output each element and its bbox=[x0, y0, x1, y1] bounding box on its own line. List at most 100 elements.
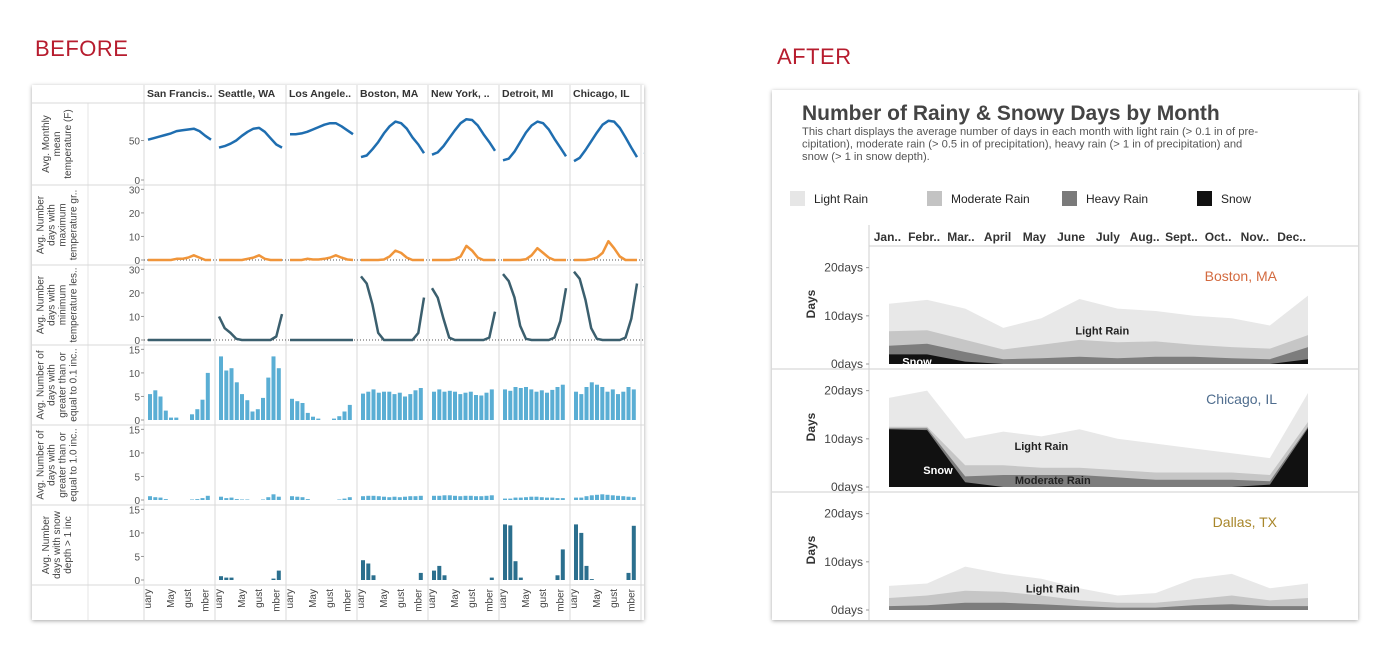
legend-swatch bbox=[1062, 191, 1077, 206]
chart-title: Number of Rainy & Snowy Days by Month bbox=[802, 102, 1220, 125]
bar-mark bbox=[366, 391, 371, 420]
y-tick-label: 0 bbox=[134, 256, 140, 267]
bar-mark bbox=[261, 499, 265, 500]
bar-mark bbox=[442, 391, 447, 420]
series-line bbox=[290, 121, 354, 136]
month-tick-label: gust bbox=[183, 589, 194, 608]
legend-label: Light Rain bbox=[814, 192, 868, 206]
bar-mark bbox=[616, 495, 620, 500]
bar-mark bbox=[418, 572, 423, 580]
bar-mark bbox=[489, 577, 494, 580]
month-tick-label: uary bbox=[498, 589, 509, 608]
bar-mark bbox=[271, 578, 276, 580]
before-chart-card: San Francis.. Seattle, WA Los Angele.. Bost… bbox=[32, 85, 644, 620]
bar-mark bbox=[589, 579, 594, 580]
area-annotation: Light Rain bbox=[1015, 441, 1069, 453]
bar-mark bbox=[250, 411, 255, 420]
bar-mark bbox=[529, 496, 534, 500]
bar-mark bbox=[503, 389, 507, 420]
bar-mark bbox=[158, 497, 163, 500]
bar-mark bbox=[489, 389, 494, 420]
bar-mark bbox=[447, 390, 452, 420]
row-label-line: Avg. Number of bbox=[36, 430, 47, 500]
bar-mark bbox=[513, 561, 518, 580]
month-label: Nov.. bbox=[1241, 230, 1269, 244]
y-tick-label: 20 bbox=[129, 209, 141, 220]
panel-city-label: Dallas, TX bbox=[1213, 514, 1278, 530]
row-label-line: minimum bbox=[58, 285, 69, 326]
bar-mark bbox=[579, 394, 584, 420]
month-tick-label: mber bbox=[484, 588, 495, 611]
bar-mark bbox=[361, 560, 365, 580]
bar-mark bbox=[484, 495, 489, 500]
bar-mark bbox=[447, 495, 452, 500]
series-line bbox=[573, 270, 639, 342]
row-label: Avg. Monthlymeantemperature (F) bbox=[41, 109, 74, 178]
month-tick-label: May bbox=[237, 589, 248, 608]
bar-mark bbox=[489, 495, 494, 500]
month-tick-label: uary bbox=[427, 589, 438, 608]
bar-mark bbox=[579, 497, 584, 500]
series-line bbox=[361, 249, 424, 262]
area-moderate bbox=[889, 422, 1308, 487]
bar-mark bbox=[574, 391, 578, 420]
bar-mark bbox=[195, 409, 200, 420]
bar-mark bbox=[397, 392, 402, 420]
bar-mark bbox=[539, 390, 544, 420]
bar-mark bbox=[276, 368, 281, 420]
area-annotation: Light Rain bbox=[1075, 325, 1129, 337]
y-axis-title: Days bbox=[804, 535, 818, 564]
bar-mark bbox=[453, 495, 457, 500]
bar-mark bbox=[219, 576, 223, 580]
bar-mark bbox=[631, 525, 636, 580]
bar-mark bbox=[589, 495, 594, 500]
bar-mark bbox=[403, 496, 407, 500]
y-tick-label: 0 bbox=[134, 416, 140, 427]
month-label: Jan.. bbox=[874, 230, 901, 244]
row-label-line: days with bbox=[47, 364, 58, 406]
bar-mark bbox=[513, 497, 518, 500]
bar-mark bbox=[474, 496, 478, 500]
before-small-multiples-chart: San Francis.. Seattle, WA Los Angele.. Bost… bbox=[32, 85, 644, 620]
row-label-line: temperature les.. bbox=[69, 267, 80, 342]
bar-mark bbox=[342, 498, 347, 500]
bar-mark bbox=[366, 495, 371, 500]
y-tick-label: 0days bbox=[831, 480, 863, 494]
bar-mark bbox=[276, 496, 281, 500]
bar-mark bbox=[574, 497, 578, 500]
bar-mark bbox=[479, 395, 484, 420]
row-label-line: days with snow bbox=[52, 510, 63, 579]
city-header-label: Boston, MA bbox=[360, 88, 419, 100]
legend-swatch bbox=[1197, 191, 1212, 206]
y-tick-label: 0 bbox=[134, 176, 140, 187]
bar-mark bbox=[418, 495, 423, 500]
month-tick-label: mber bbox=[200, 588, 211, 611]
row-label-line: Avg. Number bbox=[36, 195, 47, 254]
bar-mark bbox=[163, 499, 168, 500]
bar-mark bbox=[560, 549, 565, 580]
month-tick-label: gust bbox=[254, 589, 265, 608]
bar-mark bbox=[418, 388, 423, 420]
legend-swatch bbox=[927, 191, 942, 206]
city-header-row bbox=[32, 85, 644, 103]
bar-mark bbox=[529, 389, 534, 420]
month-tick-label: uary bbox=[285, 589, 296, 608]
bar-mark bbox=[463, 495, 468, 500]
bar-mark bbox=[361, 496, 365, 500]
bar-mark bbox=[224, 370, 229, 420]
chart-subtitle-line: snow (> 1 in snow depth). bbox=[802, 151, 930, 163]
y-tick-label: 30 bbox=[129, 265, 141, 276]
bar-mark bbox=[311, 416, 315, 420]
bar-mark bbox=[550, 389, 555, 420]
bar-mark bbox=[271, 494, 276, 500]
row-label-line: Avg. Number of bbox=[36, 350, 47, 420]
bar-mark bbox=[371, 389, 376, 420]
bar-mark bbox=[545, 392, 549, 420]
bar-mark bbox=[605, 494, 610, 500]
bar-mark bbox=[245, 499, 250, 500]
panel-city-label: Boston, MA bbox=[1205, 268, 1278, 284]
bar-mark bbox=[382, 496, 386, 500]
series-line bbox=[431, 117, 497, 156]
row-label-line: days with bbox=[47, 204, 58, 246]
y-tick-label: 10days bbox=[824, 555, 863, 569]
